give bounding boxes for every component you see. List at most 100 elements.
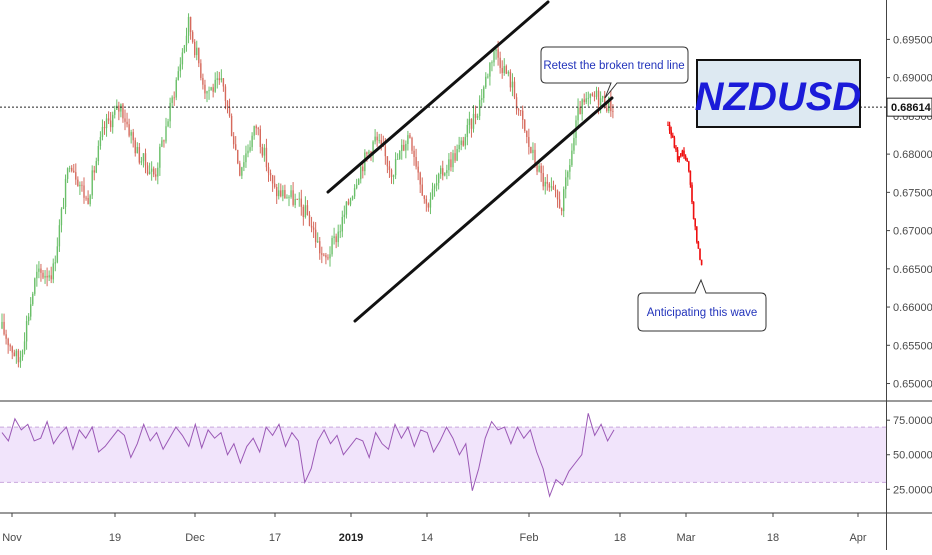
candle-body [481,98,483,100]
candle-body [105,118,108,129]
candle-body [329,254,331,259]
candle-body [196,47,198,56]
candle-body [460,140,462,145]
candle-body [230,116,233,137]
candle-body [362,166,364,172]
candle-body [101,127,104,137]
candle-body [68,167,71,169]
candle-body [284,190,286,199]
candle-body [271,175,274,184]
candle-body [54,262,56,264]
price-tick-label: 0.67000 [893,226,932,238]
candle-body [280,190,282,197]
candle-body [292,190,294,205]
candle-body [606,108,608,111]
candle-body [339,231,341,233]
current-price-label: 0.68614 [891,102,932,114]
candle-body [515,97,518,110]
candle-body [132,132,134,141]
candle-body [226,100,229,108]
candle-body [499,57,501,68]
candle-body [601,95,604,99]
candle-body [464,137,466,146]
rsi-band-fill [0,427,886,483]
rsi-tick-label: 50.0000 [893,450,932,462]
candle-body [50,275,52,280]
projection-body [678,156,680,160]
candle-body [347,201,350,205]
candle-body [323,254,325,256]
candle-body [159,146,161,168]
candle-body [138,146,141,163]
time-tick-label: Dec [185,532,205,544]
rsi-group [1,413,615,498]
candle-body [368,151,370,154]
candle-body [429,199,432,208]
projection-body [692,202,695,220]
candle-body [298,198,300,200]
projection-body [686,159,688,162]
projection-body [688,161,690,171]
candle-body [358,179,360,185]
candle-body [148,171,151,174]
candle-body [327,257,329,259]
candle-body [485,76,487,88]
candle-body [142,153,145,162]
candle-body [220,78,223,81]
candle-body [89,195,91,205]
candle-body [1,321,3,329]
projection-body [694,219,696,227]
candle-body [534,149,536,164]
candle-body [235,144,237,151]
candle-body [107,118,110,121]
candle-body [493,51,495,63]
candle-body [491,62,493,64]
candle-body [136,146,138,154]
candle-body [212,87,214,92]
price-tick-label: 0.65500 [893,340,932,352]
candle-body [399,151,401,160]
candle-body [251,135,253,148]
candle-body [66,168,69,179]
projection-body [681,150,684,154]
candle-body [519,110,522,112]
time-tick-label: Nov [2,532,22,544]
candle-body [140,161,143,163]
projection-body [691,184,693,203]
projection-body [673,137,676,148]
candle-body [423,195,425,199]
price-tick-label: 0.66000 [893,302,932,314]
candle-body [181,52,184,65]
candle-body [189,16,192,33]
candle-body [11,346,13,353]
candle-body [232,136,235,145]
candles-group [1,13,614,368]
candle-body [558,199,561,209]
candle-body [25,321,28,342]
candle-body [42,272,44,278]
candle-body [288,196,290,198]
candle-body [503,66,505,74]
candle-body [302,206,305,217]
candle-body [405,143,407,151]
candle-body [157,167,159,177]
candle-body [171,97,173,103]
candle-body [509,71,512,88]
candle-body [198,47,200,64]
candle-body [345,201,348,215]
candle-body [255,126,257,129]
candle-body [511,81,514,88]
annotation-callout-anticipating [637,278,767,332]
candle-body [79,184,81,187]
projection-body [667,124,669,126]
candle-body [218,78,220,81]
projection-body [700,259,703,265]
candle-body [296,199,298,200]
candle-body [208,90,210,92]
candle-body [286,197,288,199]
candle-body [191,32,194,42]
candle-body [415,157,417,167]
candle-body [77,179,79,187]
candle-body [312,227,315,230]
